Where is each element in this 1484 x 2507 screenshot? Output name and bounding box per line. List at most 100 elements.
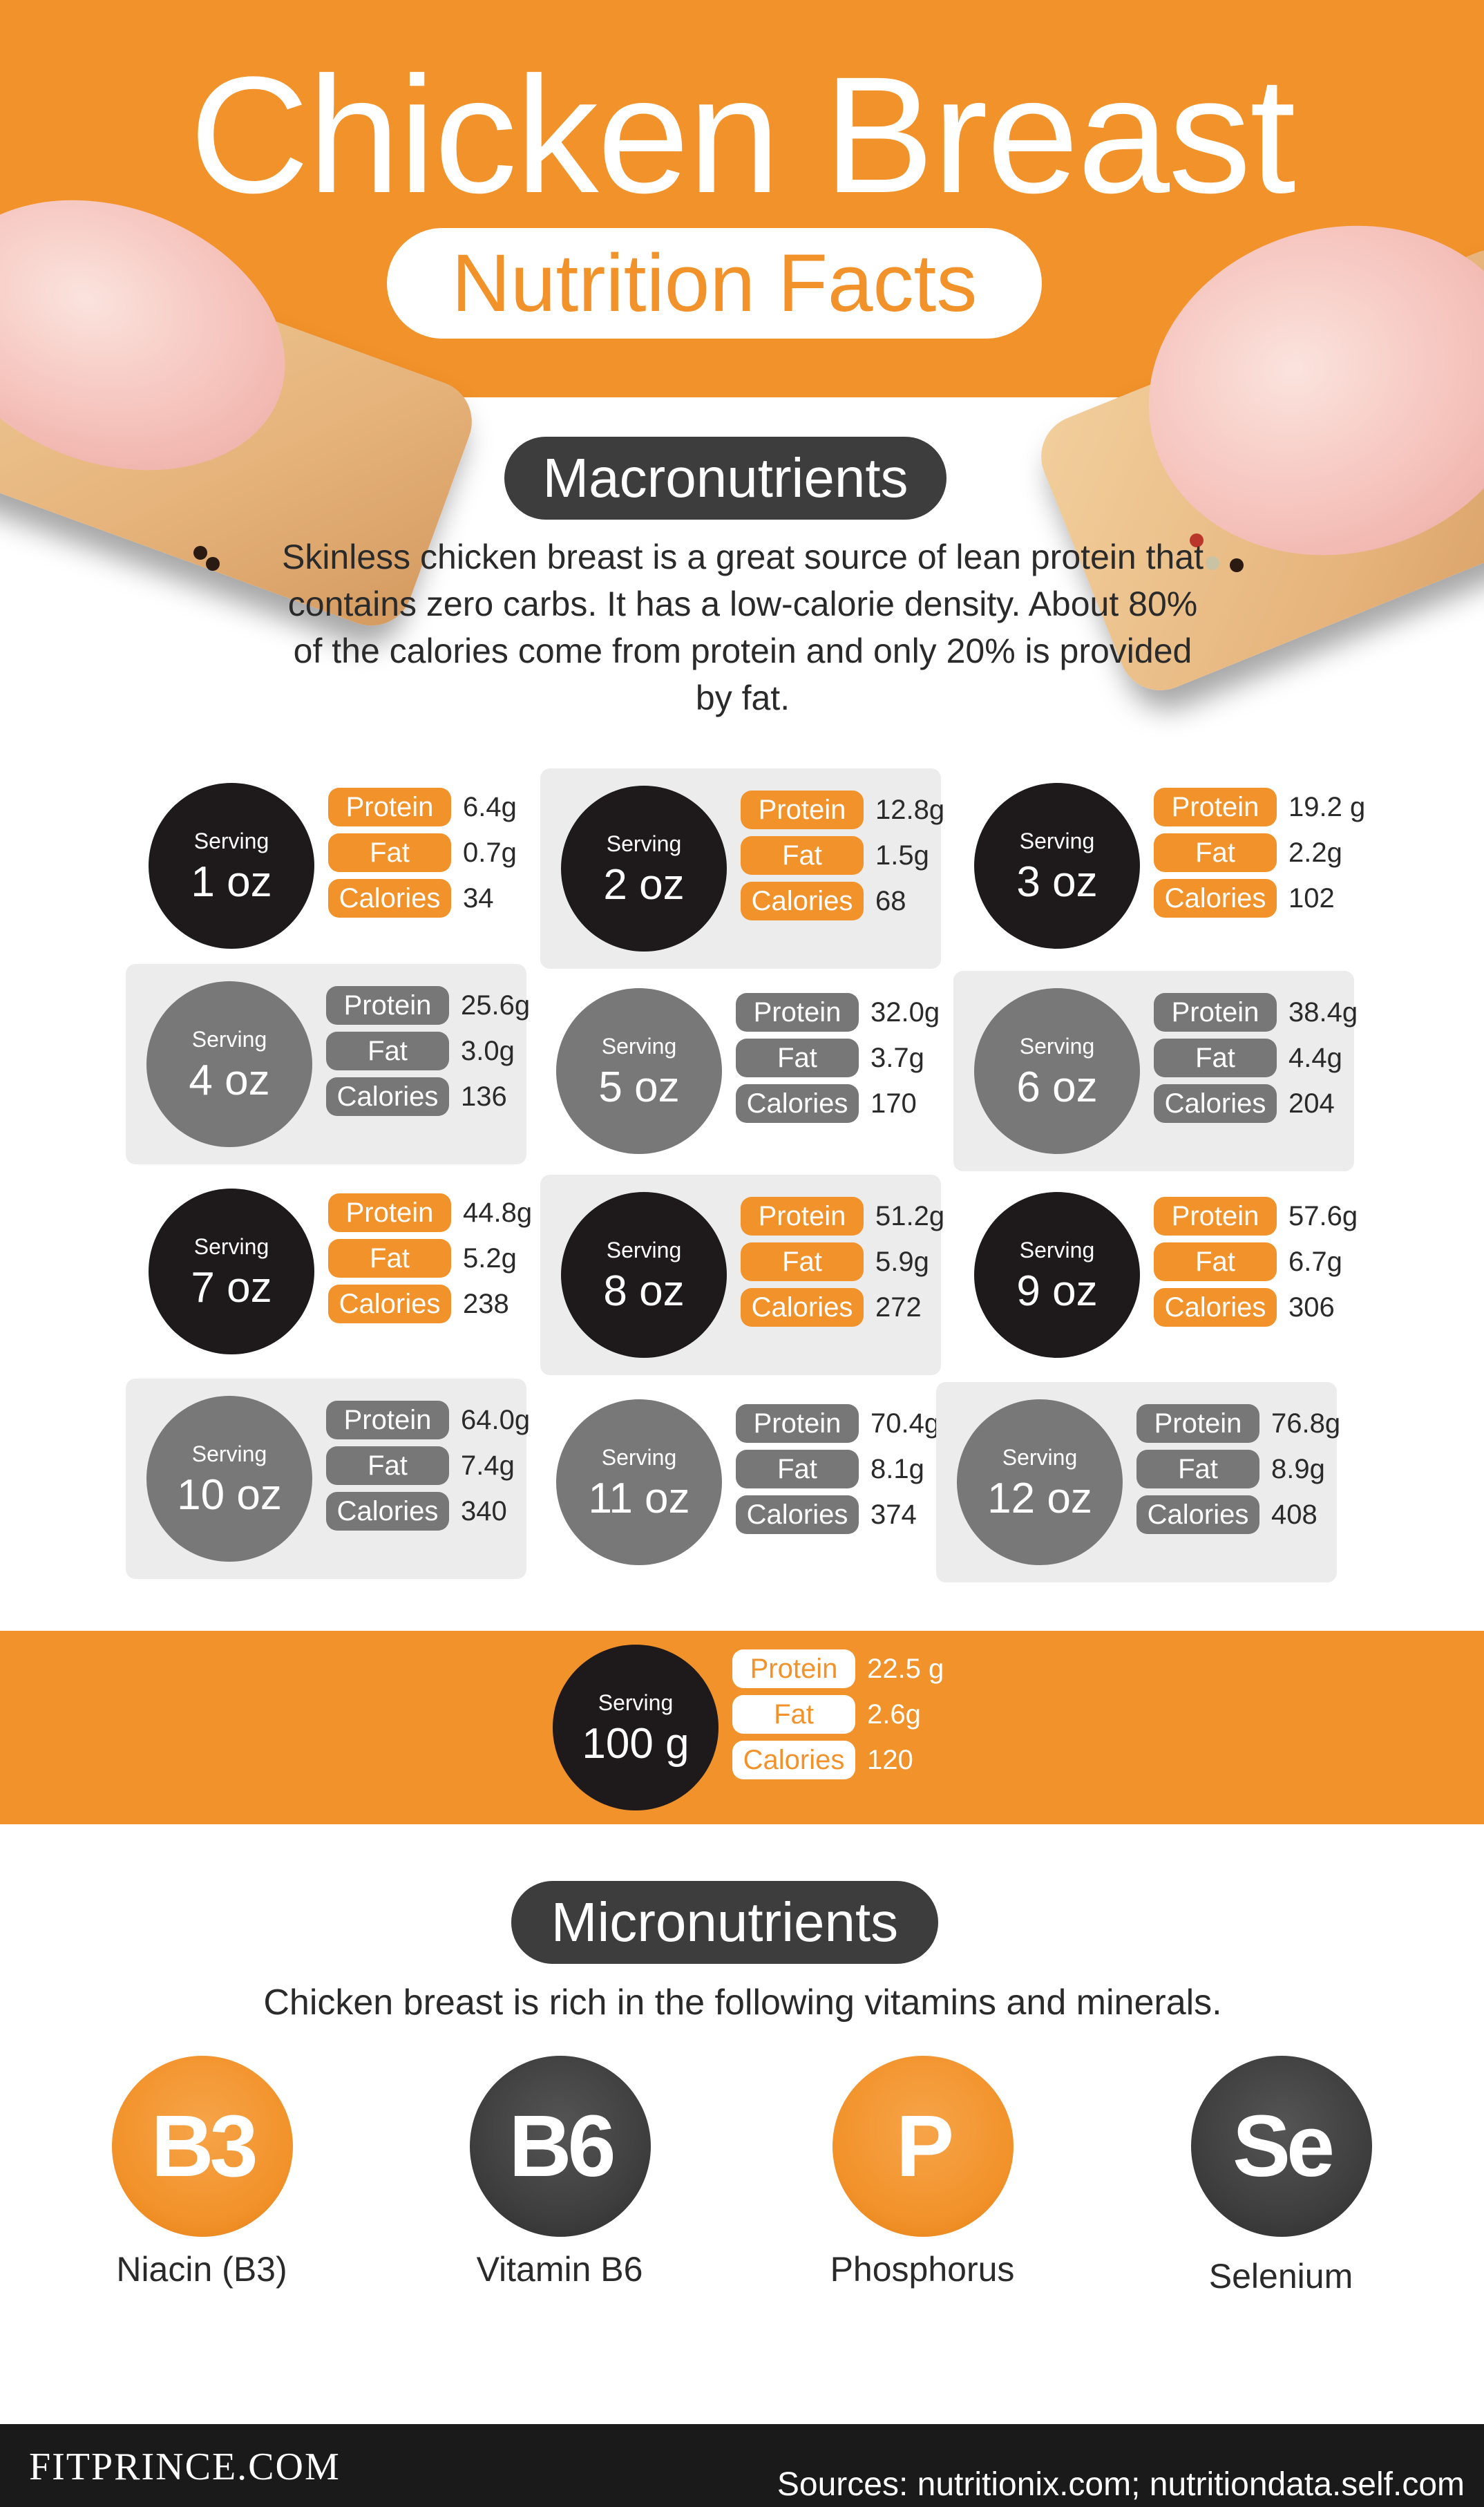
fat-value: 2.6g — [867, 1699, 921, 1730]
serving-100g-band: Serving 100 g Protein 22.5 g Fat 2.6g Calo… — [0, 1631, 1484, 1824]
mineral-name: Vitamin B6 — [476, 2250, 643, 2289]
protein-value: 38.4g — [1288, 997, 1358, 1028]
mineral-item-selenium: Se Selenium — [1143, 2056, 1419, 2332]
footer: FITPRINCE.COM Sources: nutritionix.com; … — [0, 2424, 1484, 2507]
calories-value: 204 — [1288, 1088, 1335, 1119]
calories-label: Calories — [326, 1492, 449, 1531]
fat-value: 2.2g — [1288, 838, 1342, 868]
brand-logo: FITPRINCE.COM — [29, 2445, 341, 2488]
serving-caption: Serving — [601, 1034, 677, 1059]
protein-label: Protein — [1154, 788, 1277, 826]
serving-caption: Serving — [193, 1234, 269, 1259]
fat-label: Fat — [736, 1450, 859, 1488]
serving-card-8oz: Serving 8 oz Protein 51.2g Fat 5.9g Calori… — [540, 1175, 945, 1375]
mineral-item-vitamin-b6: B6 Vitamin B6 — [421, 2056, 698, 2332]
macronutrients-heading: Macronutrients — [504, 437, 946, 520]
peppercorn-icon — [193, 546, 207, 560]
protein-label: Protein — [328, 1193, 451, 1232]
protein-value: 51.2g — [875, 1201, 945, 1231]
serving-caption: Serving — [191, 1027, 267, 1052]
serving-card-9oz: Serving 9 oz Protein 57.6g Fat 6.7g Calori… — [953, 1175, 1358, 1375]
calories-label: Calories — [741, 882, 864, 920]
fat-label: Fat — [326, 1446, 449, 1485]
serving-badge: Serving 11 oz — [556, 1399, 722, 1565]
serving-badge: Serving 4 oz — [146, 981, 312, 1147]
serving-size: 7 oz — [191, 1264, 272, 1312]
peppercorn-icon — [206, 557, 220, 571]
protein-label: Protein — [1154, 1197, 1277, 1236]
calories-value: 374 — [871, 1500, 917, 1530]
calories-label: Calories — [1154, 1288, 1277, 1327]
calories-value: 272 — [875, 1292, 922, 1323]
protein-value: 64.0g — [461, 1405, 531, 1435]
mineral-item-niacin: B3 Niacin (B3) — [64, 2056, 340, 2332]
protein-label: Protein — [732, 1649, 855, 1688]
serving-size: 3 oz — [1016, 858, 1098, 906]
calories-value: 170 — [871, 1088, 917, 1119]
serving-card-100g: Serving 100 g Protein 22.5 g Fat 2.6g Calo… — [532, 1627, 944, 1828]
serving-size: 6 oz — [1016, 1063, 1098, 1111]
serving-badge: Serving 8 oz — [561, 1192, 727, 1358]
fat-label: Fat — [328, 833, 451, 872]
fat-label: Fat — [732, 1695, 855, 1734]
calories-label: Calories — [328, 879, 451, 918]
calories-value: 34 — [463, 883, 494, 914]
serving-card-6oz: Serving 6 oz Protein 38.4g Fat 4.4g Calori… — [953, 971, 1358, 1171]
fat-label: Fat — [328, 1239, 451, 1278]
serving-card-4oz: Serving 4 oz Protein 25.6g Fat 3.0g Calori… — [126, 964, 530, 1164]
mineral-name: Phosphorus — [830, 2250, 1015, 2289]
calories-label: Calories — [736, 1084, 859, 1123]
serving-badge: Serving 1 oz — [149, 783, 314, 949]
niacin-icon: B3 — [112, 2056, 293, 2237]
micronutrients-heading: Micronutrients — [511, 1881, 938, 1964]
calories-value: 238 — [463, 1289, 509, 1319]
protein-value: 44.8g — [463, 1198, 533, 1228]
calories-label: Calories — [326, 1077, 449, 1116]
calories-label: Calories — [1154, 879, 1277, 918]
selenium-icon: Se — [1191, 2056, 1372, 2237]
fat-value: 7.4g — [461, 1450, 515, 1481]
calories-value: 136 — [461, 1081, 507, 1112]
peppercorn-icon — [1190, 533, 1204, 547]
page-title: Chicken Breast — [189, 42, 1295, 227]
calories-label: Calories — [328, 1285, 451, 1323]
calories-label: Calories — [1136, 1495, 1259, 1534]
fat-label: Fat — [736, 1039, 859, 1077]
fat-value: 3.7g — [871, 1043, 924, 1073]
serving-card-7oz: Serving 7 oz Protein 44.8g Fat 5.2g Calori… — [128, 1171, 533, 1372]
serving-card-10oz: Serving 10 oz Protein 64.0g Fat 7.4g Calor… — [126, 1379, 530, 1579]
serving-badge: Serving 6 oz — [974, 988, 1140, 1154]
fat-value: 6.7g — [1288, 1247, 1342, 1277]
peppercorn-icon — [1206, 556, 1219, 570]
protein-value: 32.0g — [871, 997, 940, 1028]
serving-caption: Serving — [191, 1441, 267, 1466]
calories-label: Calories — [741, 1288, 864, 1327]
calories-value: 102 — [1288, 883, 1335, 914]
macronutrients-description: Skinless chicken breast is a great sourc… — [281, 538, 1204, 717]
serving-size: 12 oz — [987, 1475, 1092, 1522]
fat-label: Fat — [741, 836, 864, 875]
calories-value: 340 — [461, 1496, 507, 1526]
serving-card-11oz: Serving 11 oz Protein 70.4g Fat 8.1g Calor… — [535, 1382, 940, 1582]
serving-badge: Serving 3 oz — [974, 783, 1140, 949]
calories-label: Calories — [736, 1495, 859, 1534]
serving-badge: Serving 9 oz — [974, 1192, 1140, 1358]
serving-caption: Serving — [601, 1445, 677, 1470]
fat-value: 3.0g — [461, 1036, 515, 1066]
serving-caption: Serving — [1019, 1034, 1095, 1059]
serving-caption: Serving — [606, 1238, 682, 1262]
serving-size: 10 oz — [177, 1471, 282, 1519]
protein-value: 6.4g — [463, 792, 517, 822]
serving-size: 100 g — [582, 1720, 689, 1768]
vitamin-b6-icon: B6 — [470, 2056, 651, 2237]
fat-value: 8.1g — [871, 1454, 924, 1484]
fat-value: 5.9g — [875, 1247, 929, 1277]
serving-badge: Serving 2 oz — [561, 786, 727, 952]
protein-label: Protein — [328, 788, 451, 826]
serving-card-1oz: Serving 1 oz Protein 6.4g Fat 0.7g Calorie… — [128, 766, 529, 966]
peppercorn-icon — [1230, 558, 1244, 572]
protein-value: 57.6g — [1288, 1201, 1358, 1231]
page-subtitle: Nutrition Facts — [387, 228, 1042, 339]
fat-label: Fat — [1154, 833, 1277, 872]
serving-badge: Serving 100 g — [553, 1645, 719, 1810]
